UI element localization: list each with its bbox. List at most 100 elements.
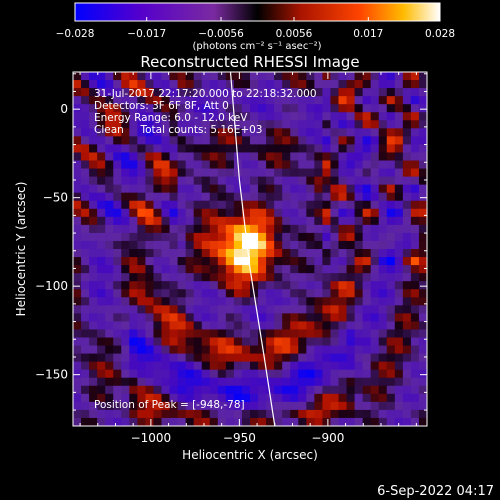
image-cell <box>274 345 283 355</box>
image-cell <box>250 176 259 186</box>
image-cell <box>217 329 227 339</box>
image-cell <box>137 289 147 298</box>
image-cell <box>129 353 138 363</box>
image-cell <box>73 385 82 395</box>
image-cell <box>394 281 404 290</box>
image-cell <box>105 305 114 314</box>
image-cell <box>370 353 380 363</box>
image-cell <box>250 152 259 162</box>
image-cell <box>233 305 243 314</box>
image-cell <box>410 377 420 387</box>
image-cell <box>402 208 412 218</box>
image-cell <box>394 120 404 129</box>
image-cell <box>177 112 187 121</box>
image-cell <box>250 313 259 323</box>
image-cell <box>370 409 380 419</box>
image-cell <box>418 297 427 306</box>
image-cell <box>153 144 163 154</box>
image-cell <box>233 152 243 162</box>
image-cell <box>169 160 179 170</box>
image-cell <box>185 88 195 97</box>
image-cell <box>410 257 420 266</box>
image-cell <box>105 369 114 379</box>
image-cell <box>386 361 396 371</box>
image-cell <box>282 80 291 89</box>
image-cell <box>185 401 195 411</box>
image-cell <box>97 144 106 154</box>
x-tick-label: −950 <box>223 431 256 445</box>
image-cell <box>217 377 227 387</box>
image-cell <box>113 377 122 387</box>
y-tick-label: −100 <box>35 279 68 293</box>
image-cell <box>354 192 364 202</box>
image-cell <box>298 393 307 403</box>
image-cell <box>193 104 203 113</box>
image-cell <box>322 240 332 250</box>
image-cell <box>233 232 243 242</box>
image-cell <box>129 401 138 411</box>
image-cell <box>274 104 283 113</box>
image-cell <box>258 273 267 282</box>
image-cell <box>137 72 147 81</box>
image-cell <box>282 265 291 274</box>
image-cell <box>193 224 203 234</box>
image-cell <box>201 160 211 170</box>
image-cell <box>258 409 267 419</box>
image-cell <box>137 281 147 290</box>
image-cell <box>113 297 122 306</box>
image-cell <box>185 176 195 186</box>
image-cell <box>217 240 227 250</box>
image-cell <box>113 281 122 290</box>
image-cell <box>298 160 307 170</box>
image-cell <box>394 409 404 419</box>
image-cell <box>250 200 259 210</box>
image-cell <box>258 281 267 290</box>
image-cell <box>169 80 179 89</box>
image-cell <box>89 208 98 218</box>
image-cell <box>225 417 235 426</box>
image-cell <box>410 321 420 331</box>
image-cell <box>338 329 348 339</box>
image-cell <box>274 377 283 387</box>
image-cell <box>233 361 243 371</box>
image-cell <box>161 409 171 419</box>
image-cell <box>338 377 348 387</box>
image-cell <box>217 184 227 194</box>
image-cell <box>290 305 299 314</box>
image-cell <box>145 377 155 387</box>
image-cell <box>338 168 348 178</box>
image-cell <box>370 289 380 298</box>
image-cell <box>177 393 187 403</box>
image-cell <box>113 224 122 234</box>
image-cell <box>169 409 179 419</box>
image-cell <box>338 224 348 234</box>
image-cell <box>161 136 171 146</box>
image-cell <box>89 401 98 411</box>
image-cell <box>97 208 106 218</box>
image-cell <box>354 345 364 355</box>
image-cell <box>217 192 227 202</box>
image-cell <box>161 249 171 258</box>
image-cell <box>129 184 138 194</box>
image-cell <box>193 240 203 250</box>
image-cell <box>402 192 412 202</box>
image-cell <box>225 192 235 202</box>
image-cell <box>81 112 90 121</box>
image-cell <box>97 329 106 339</box>
image-cell <box>209 257 219 266</box>
image-cell <box>177 265 187 274</box>
image-cell <box>394 385 404 395</box>
image-cell <box>209 136 219 146</box>
colorbar <box>74 2 441 22</box>
image-cell <box>402 369 412 379</box>
image-cell <box>81 281 90 290</box>
image-cell <box>89 184 98 194</box>
image-cell <box>209 329 219 339</box>
image-cell <box>241 249 251 258</box>
image-cell <box>177 72 187 81</box>
image-cell <box>338 144 348 154</box>
image-cell <box>346 184 356 194</box>
image-cell <box>354 144 364 154</box>
image-cell <box>322 128 332 137</box>
image-cell <box>290 377 299 387</box>
